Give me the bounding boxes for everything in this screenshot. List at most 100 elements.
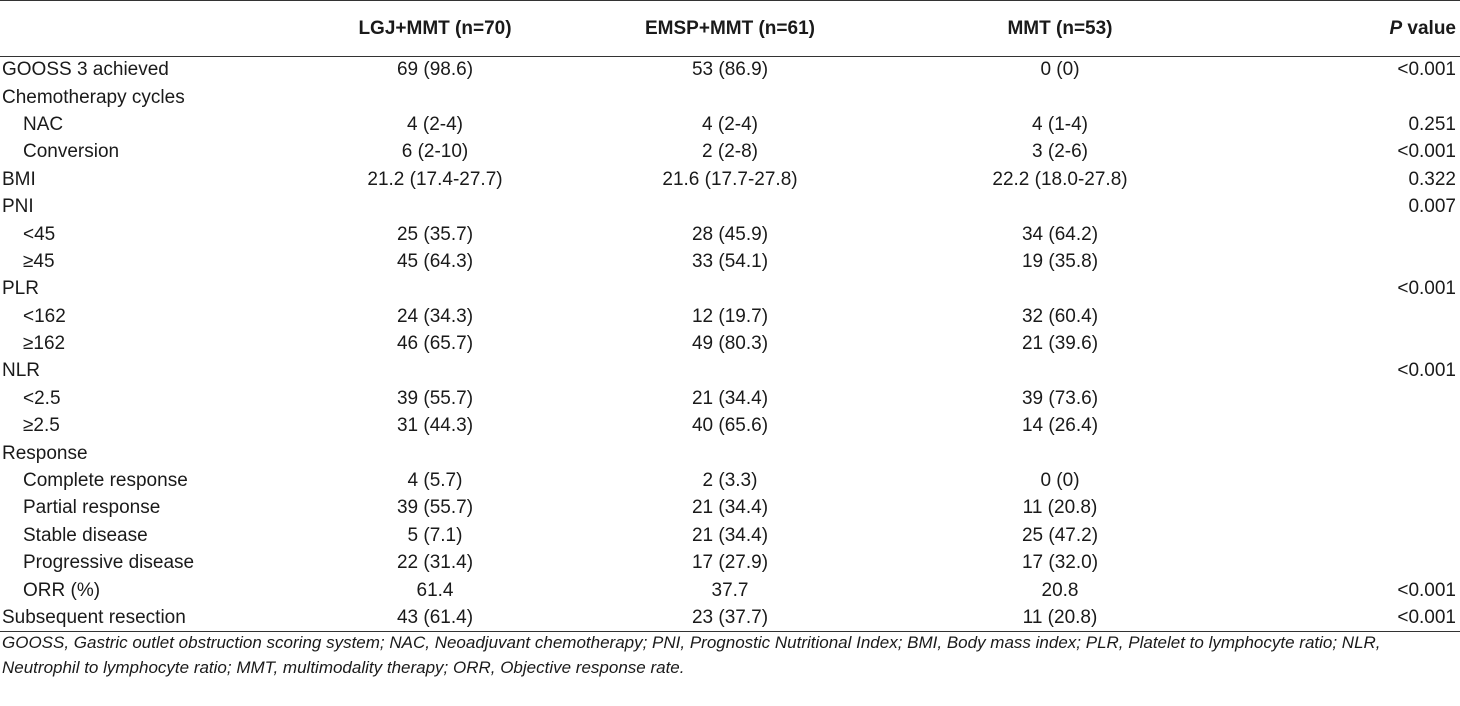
row-label: ≥45 xyxy=(23,250,55,272)
table-row: ≥45 45 (64.3) 33 (54.1) 19 (35.8) xyxy=(0,248,1460,275)
cell-lgj-mmt: 45 (64.3) xyxy=(396,250,474,272)
cell-p-value: <0.001 xyxy=(1397,141,1456,163)
cell-p-value: 0.007 xyxy=(1408,196,1456,218)
header-blank xyxy=(0,0,285,57)
cell-mmt: 17 (32.0) xyxy=(1021,552,1099,574)
cell-p-value xyxy=(1245,467,1460,494)
row-label: <2.5 xyxy=(23,387,61,409)
cell-mmt xyxy=(875,193,1245,220)
cell-p-value: <0.001 xyxy=(1397,59,1456,81)
cell-mmt: 25 (47.2) xyxy=(1021,524,1099,546)
cell-lgj-mmt xyxy=(285,276,585,303)
table-row: BMI 21.2 (17.4-27.7) 21.6 (17.7-27.8) 22.2 … xyxy=(0,166,1460,193)
table-row: PLR <0.001 xyxy=(0,276,1460,303)
cell-lgj-mmt: 25 (35.7) xyxy=(396,223,474,245)
cell-lgj-mmt: 22 (31.4) xyxy=(396,552,474,574)
row-label: Partial response xyxy=(23,497,161,519)
table-row: Conversion 6 (2-10) 2 (2-8) 3 (2-6) <0.001 xyxy=(0,139,1460,166)
cell-lgj-mmt: 6 (2-10) xyxy=(401,141,469,163)
cell-emsp-mmt: 23 (37.7) xyxy=(585,604,875,633)
row-label: ≥2.5 xyxy=(23,415,60,437)
cell-lgj-mmt: 5 (7.1) xyxy=(407,524,463,546)
cell-mmt: 20.8 xyxy=(1041,579,1079,601)
header-p-italic: P xyxy=(1389,17,1403,39)
cell-emsp-mmt: 37.7 xyxy=(711,579,749,601)
row-label: NAC xyxy=(23,113,64,135)
table-row: Partial response 39 (55.7) 21 (34.4) 11 (20… xyxy=(0,495,1460,522)
row-label: Chemotherapy cycles xyxy=(2,86,185,108)
table-row: <162 24 (34.3) 12 (19.7) 32 (60.4) xyxy=(0,303,1460,330)
cell-emsp-mmt: 17 (27.9) xyxy=(691,552,769,574)
cell-p-value: <0.001 xyxy=(1397,579,1456,601)
cell-mmt xyxy=(875,84,1245,111)
table-header: LGJ+MMT (n=70) EMSP+MMT (n=61) MMT (n=53… xyxy=(0,0,1460,57)
cell-mmt xyxy=(875,358,1245,385)
cell-lgj-mmt: 4 (2-4) xyxy=(407,113,463,135)
cell-p-value xyxy=(1245,385,1460,412)
cell-p-value xyxy=(1245,522,1460,549)
row-label: ORR (%) xyxy=(23,579,101,601)
table-row: NAC 4 (2-4) 4 (2-4) 4 (1-4) 0.251 xyxy=(0,111,1460,138)
cell-p-value xyxy=(1245,495,1460,522)
cell-emsp-mmt: 40 (65.6) xyxy=(691,415,769,437)
cell-p-value xyxy=(1245,221,1460,248)
header-emsp-mmt: EMSP+MMT (n=61) xyxy=(585,0,875,57)
cell-mmt: 0 (0) xyxy=(1040,470,1080,492)
header-p-rest: value xyxy=(1402,17,1456,39)
cell-p-value xyxy=(1245,440,1460,467)
cell-emsp-mmt: 2 (3.3) xyxy=(702,470,758,492)
row-label: Response xyxy=(2,442,88,464)
cell-p-value: 0.251 xyxy=(1408,113,1456,135)
table-row: ORR (%) 61.4 37.7 20.8 <0.001 xyxy=(0,577,1460,604)
cell-emsp-mmt xyxy=(585,276,875,303)
cell-mmt: 11 (20.8) xyxy=(1022,497,1098,519)
cell-p-value: <0.001 xyxy=(1245,604,1460,633)
cell-emsp-mmt: 21 (34.4) xyxy=(691,524,769,546)
row-label: PNI xyxy=(2,196,34,218)
cell-mmt: 4 (1-4) xyxy=(1032,113,1088,135)
cell-mmt: 21 (39.6) xyxy=(1021,333,1099,355)
cell-mmt xyxy=(875,276,1245,303)
table-row: Chemotherapy cycles xyxy=(0,84,1460,111)
cell-lgj-mmt xyxy=(285,358,585,385)
cell-mmt: 11 (20.8) xyxy=(875,604,1245,633)
cell-emsp-mmt: 33 (54.1) xyxy=(691,250,769,272)
table-row: ≥162 46 (65.7) 49 (80.3) 21 (39.6) xyxy=(0,330,1460,357)
cell-emsp-mmt: 53 (86.9) xyxy=(691,59,769,81)
cell-p-value xyxy=(1245,330,1460,357)
row-label: GOOSS 3 achieved xyxy=(2,59,169,81)
table-row: Subsequent resection 43 (61.4) 23 (37.7) 11… xyxy=(0,604,1460,633)
cell-mmt: 34 (64.2) xyxy=(1021,223,1099,245)
table-row: Stable disease 5 (7.1) 21 (34.4) 25 (47.2) xyxy=(0,522,1460,549)
row-label: ≥162 xyxy=(23,333,66,355)
table-row: Complete response 4 (5.7) 2 (3.3) 0 (0) xyxy=(0,467,1460,494)
cell-emsp-mmt xyxy=(585,84,875,111)
table-row: ≥2.5 31 (44.3) 40 (65.6) 14 (26.4) xyxy=(0,413,1460,440)
cell-mmt: 22.2 (18.0-27.8) xyxy=(992,168,1128,190)
cell-lgj-mmt: 4 (5.7) xyxy=(407,470,463,492)
cell-emsp-mmt xyxy=(585,440,875,467)
table-footnote: GOOSS, Gastric outlet obstruction scorin… xyxy=(2,633,1381,677)
cell-lgj-mmt xyxy=(285,440,585,467)
table-row: Response xyxy=(0,440,1460,467)
cell-emsp-mmt xyxy=(585,358,875,385)
cell-emsp-mmt: 21.6 (17.7-27.8) xyxy=(662,168,798,190)
cell-lgj-mmt xyxy=(285,193,585,220)
cell-emsp-mmt xyxy=(585,193,875,220)
cell-mmt: 39 (73.6) xyxy=(1021,387,1099,409)
cell-p-value xyxy=(1245,550,1460,577)
cell-p-value: <0.001 xyxy=(1397,278,1456,300)
cell-emsp-mmt: 2 (2-8) xyxy=(702,141,758,163)
cell-p-value: 0.322 xyxy=(1408,168,1456,190)
cell-lgj-mmt: 69 (98.6) xyxy=(396,59,474,81)
header-p-value: P value xyxy=(1245,0,1460,57)
table-row: Progressive disease 22 (31.4) 17 (27.9) 17 … xyxy=(0,550,1460,577)
cell-mmt: 19 (35.8) xyxy=(1021,250,1099,272)
cell-emsp-mmt: 21 (34.4) xyxy=(691,497,769,519)
row-label: Conversion xyxy=(23,141,120,163)
cell-emsp-mmt: 12 (19.7) xyxy=(691,305,769,327)
cell-emsp-mmt: 21 (34.4) xyxy=(691,387,769,409)
row-label: BMI xyxy=(2,168,36,190)
row-label: <45 xyxy=(23,223,56,245)
